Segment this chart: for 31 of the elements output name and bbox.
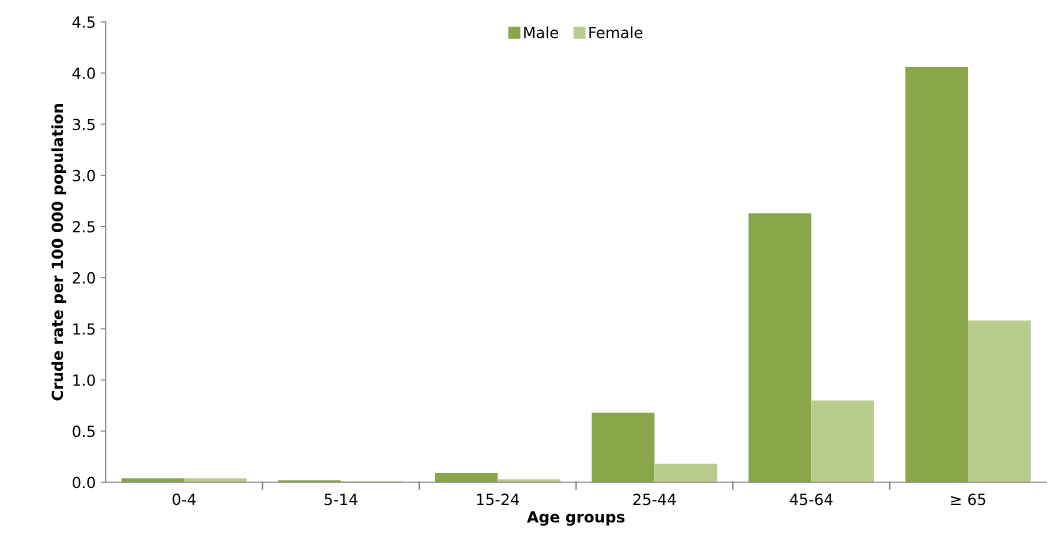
x-tick-label: 15-24 xyxy=(477,493,520,506)
y-axis-title: Crude rate per 100 000 population xyxy=(51,104,67,401)
bar xyxy=(811,400,874,483)
bar xyxy=(905,66,969,483)
x-tick-label: 0-4 xyxy=(172,493,196,506)
y-tick-label: 4.5 xyxy=(72,16,95,28)
y-tick-label: 3.0 xyxy=(72,169,95,182)
bar xyxy=(497,479,561,483)
y-tick-label: 1.5 xyxy=(73,323,95,335)
bar xyxy=(278,480,341,483)
legend-label: Male xyxy=(524,26,559,39)
y-tick-label: 1.0 xyxy=(73,374,95,386)
y-tick-label: 3.5 xyxy=(72,118,95,131)
bar xyxy=(748,213,812,483)
y-tick-label: 0.0 xyxy=(72,476,95,489)
legend-label: Female xyxy=(589,26,643,39)
y-tick-label: 0.5 xyxy=(72,425,95,438)
bar xyxy=(184,478,247,483)
y-tick-label: 4.0 xyxy=(72,67,95,80)
bar xyxy=(968,320,1031,483)
y-tick-label: 2.0 xyxy=(72,272,95,284)
bar xyxy=(434,473,498,483)
x-tick-label: 45-64 xyxy=(789,493,833,506)
x-tick-label: 25-44 xyxy=(633,493,676,506)
bar xyxy=(591,412,655,483)
x-tick-label: 5-14 xyxy=(324,493,358,506)
bar xyxy=(654,463,718,483)
bar xyxy=(121,478,185,483)
x-axis-title: Age groups xyxy=(526,511,625,526)
y-tick-label: 2.5 xyxy=(72,220,95,233)
x-tick-label: ≥ 65 xyxy=(951,493,986,506)
